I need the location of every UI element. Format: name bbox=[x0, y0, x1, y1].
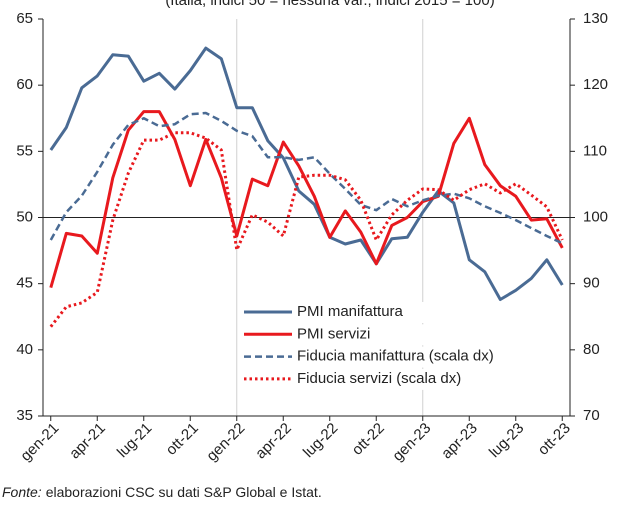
y2-tick-label: 90 bbox=[583, 275, 600, 292]
legend-label: PMI manifattura bbox=[297, 303, 404, 320]
source-note: Fonte: elaborazioni CSC su dati S&P Globa… bbox=[2, 484, 322, 500]
y-tick-label: 45 bbox=[16, 275, 33, 292]
legend-bg bbox=[240, 302, 540, 323]
y-tick-label: 55 bbox=[16, 142, 33, 159]
series-line bbox=[49, 131, 564, 328]
y2-tick-label: 70 bbox=[583, 407, 600, 424]
x-tick-label: lug-23 bbox=[486, 420, 528, 462]
y2-tick-label: 130 bbox=[583, 10, 608, 27]
x-tick-label: gen-21 bbox=[17, 420, 62, 465]
legend-bg bbox=[240, 368, 540, 390]
x-tick-label: lug-22 bbox=[300, 420, 342, 462]
series-line bbox=[49, 111, 563, 245]
legend-label: PMI servizi bbox=[297, 325, 370, 342]
y-tick-label: 35 bbox=[16, 407, 33, 424]
x-tick-label: gen-22 bbox=[203, 420, 248, 465]
chart-subtitle: (Italia, indici 50 = nessuna var.; indic… bbox=[165, 0, 494, 9]
y2-tick-label: 120 bbox=[583, 76, 608, 93]
y2-tick-label: 110 bbox=[583, 142, 607, 159]
source-label: Fonte: bbox=[2, 484, 42, 500]
legend-bg bbox=[240, 324, 540, 346]
x-tick-label: apr-22 bbox=[252, 420, 295, 463]
legend-bg bbox=[240, 346, 540, 368]
source-text: elaborazioni CSC su dati S&P Global e Is… bbox=[45, 484, 322, 500]
y-tick-label: 40 bbox=[16, 341, 33, 358]
legend-label: Fiducia manifattura (scala dx) bbox=[297, 348, 494, 365]
y-tick-label: 65 bbox=[16, 10, 33, 27]
legend-label: Fiducia servizi (scala dx) bbox=[297, 370, 461, 387]
x-tick-label: apr-23 bbox=[438, 420, 481, 463]
x-tick-label: ott-21 bbox=[163, 420, 202, 459]
series-line bbox=[49, 46, 564, 301]
x-tick-label: apr-21 bbox=[66, 420, 109, 463]
x-tick-label: ott-23 bbox=[535, 420, 574, 459]
y2-tick-label: 100 bbox=[583, 208, 608, 225]
x-tick-label: gen-23 bbox=[389, 420, 434, 465]
y-tick-label: 50 bbox=[16, 208, 33, 225]
y-tick-label: 60 bbox=[16, 76, 33, 93]
y2-tick-label: 80 bbox=[583, 341, 600, 358]
x-tick-label: ott-22 bbox=[349, 420, 388, 459]
x-tick-label: lug-21 bbox=[114, 420, 156, 462]
